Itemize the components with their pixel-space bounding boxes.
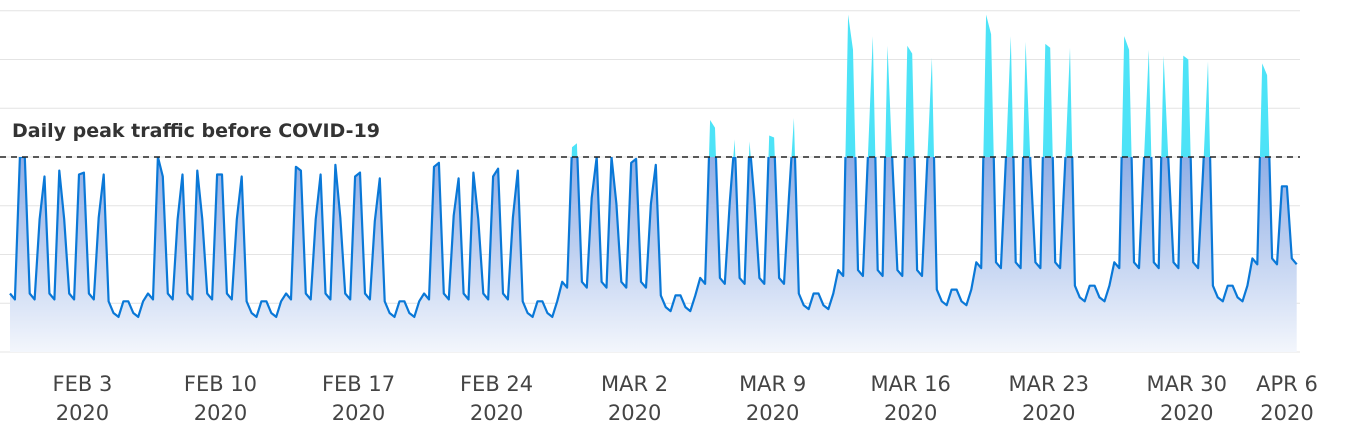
- baseline-label: Daily peak traffic before COVID-19: [12, 120, 380, 142]
- x-tick-label-year: 2020: [1260, 401, 1313, 425]
- x-tick-label-date: FEB 17: [322, 372, 395, 396]
- x-tick-label-year: 2020: [1160, 401, 1213, 425]
- x-tick-label-date: FEB 24: [460, 372, 533, 396]
- series-lines: [0, 156, 1300, 318]
- x-axis-labels: FEB 3 2020 FEB 10 2020 FEB 17 2020 FEB 24 2020 M…: [53, 372, 1318, 425]
- x-tick-label-year: 2020: [56, 401, 109, 425]
- x-tick-label-year: 2020: [608, 401, 661, 425]
- x-tick-label-year: 2020: [746, 401, 799, 425]
- x-tick-label-year: 2020: [194, 401, 247, 425]
- x-tick-label-date: MAR 16: [870, 372, 950, 396]
- area-below-baseline: [10, 157, 1297, 352]
- area-fills: [10, 14, 1297, 352]
- x-tick-label-date: MAR 9: [739, 372, 806, 396]
- x-tick-label-year: 2020: [884, 401, 937, 425]
- x-tick-label-year: 2020: [1022, 401, 1075, 425]
- x-tick-label-date: FEB 10: [184, 372, 257, 396]
- x-tick-label-date: MAR 30: [1147, 372, 1227, 396]
- x-tick-label-date: MAR 2: [601, 372, 668, 396]
- x-tick-label-year: 2020: [470, 401, 523, 425]
- x-tick-label-date: FEB 3: [53, 372, 113, 396]
- x-tick-label-date: APR 6: [1256, 372, 1318, 396]
- x-tick-label-year: 2020: [332, 401, 385, 425]
- traffic-line: [9, 157, 1298, 318]
- x-tick-label-date: MAR 23: [1008, 372, 1088, 396]
